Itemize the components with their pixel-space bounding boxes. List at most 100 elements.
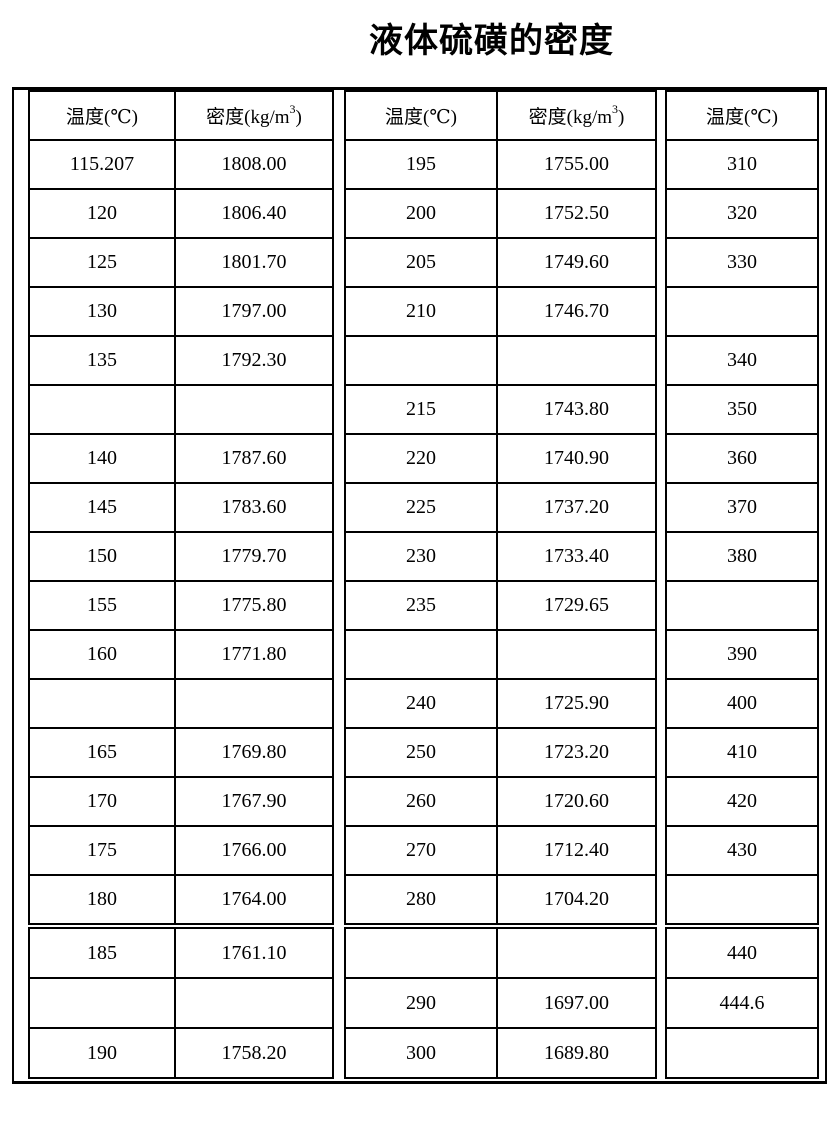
table-cell: 1733.40 [496, 531, 657, 582]
table-cell: 190 [28, 1027, 176, 1079]
table-cell: 1758.20 [174, 1027, 334, 1079]
column-header-temperature: 温度(℃) [28, 90, 176, 141]
table-cell: 165 [28, 727, 176, 778]
table-row: 350 [665, 384, 819, 435]
density-header-label: 密度(kg/m [528, 107, 613, 128]
density-header-close-paren: ) [295, 107, 302, 128]
header-row: 温度(℃) 密度(kg/m3) [344, 90, 657, 141]
table-cell: 235 [344, 580, 498, 631]
table-row: 235 1729.65 [344, 580, 657, 631]
table-cell: 1787.60 [174, 433, 334, 484]
table-row: 250 1723.20 [344, 727, 657, 778]
table-cell: 1801.70 [174, 237, 334, 288]
table-cell [496, 335, 657, 386]
table-row: 185 1761.10 [28, 927, 334, 979]
column-group-1: 温度(℃) 密度(kg/m3) 115.207 1808.00 120 1806.40 12… [28, 90, 334, 1079]
table-row: 165 1769.80 [28, 727, 334, 778]
table-cell: 215 [344, 384, 498, 435]
table-cell: 155 [28, 580, 176, 631]
data-table-upper: 温度(℃) 密度(kg/m3) 195 1755.00 200 1752.50 205 174… [344, 90, 657, 925]
table-column-groups: 温度(℃) 密度(kg/m3) 115.207 1808.00 120 1806.40 12… [28, 90, 819, 1079]
table-row: 195 1755.00 [344, 139, 657, 190]
header-row: 温度(℃) [665, 90, 819, 141]
table-row [344, 335, 657, 386]
table-cell [665, 874, 819, 925]
table-cell: 1729.65 [496, 580, 657, 631]
column-group-3: 温度(℃) 310 320 330 340 350 360 370 380 390 400 410 42… [665, 90, 819, 1079]
table-row: 180 1764.00 [28, 874, 334, 925]
table-row [28, 977, 334, 1029]
table-row: 150 1779.70 [28, 531, 334, 582]
table-cell [28, 678, 176, 729]
table-cell [344, 927, 498, 979]
table-row: 175 1766.00 [28, 825, 334, 876]
table-cell: 1720.60 [496, 776, 657, 827]
table-row: 390 [665, 629, 819, 680]
table-cell: 280 [344, 874, 498, 925]
table-cell: 195 [344, 139, 498, 190]
table-cell: 1761.10 [174, 927, 334, 979]
column-header-temperature: 温度(℃) [344, 90, 498, 141]
temperature-header-label: 温度(℃) [385, 107, 457, 128]
table-row [665, 286, 819, 337]
table-row: 370 [665, 482, 819, 533]
table-cell: 350 [665, 384, 819, 435]
table-cell: 340 [665, 335, 819, 386]
table-row [344, 629, 657, 680]
table-row: 210 1746.70 [344, 286, 657, 337]
table-cell: 125 [28, 237, 176, 288]
table-cell: 1806.40 [174, 188, 334, 239]
table-row: 444.6 [665, 977, 819, 1029]
table-row: 120 1806.40 [28, 188, 334, 239]
table-cell: 1792.30 [174, 335, 334, 386]
table-cell: 430 [665, 825, 819, 876]
column-header-density: 密度(kg/m3) [496, 90, 657, 141]
table-cell: 205 [344, 237, 498, 288]
column-header-temperature: 温度(℃) [665, 90, 819, 141]
table-cell: 1749.60 [496, 237, 657, 288]
table-row: 360 [665, 433, 819, 484]
table-cell [344, 629, 498, 680]
density-header-superscript: 3 [612, 101, 619, 116]
table-cell [174, 977, 334, 1029]
table-row: 270 1712.40 [344, 825, 657, 876]
table-cell: 1723.20 [496, 727, 657, 778]
table-cell [496, 629, 657, 680]
table-cell: 1755.00 [496, 139, 657, 190]
temperature-header-label: 温度(℃) [66, 107, 138, 128]
table-cell: 170 [28, 776, 176, 827]
table-cell: 1779.70 [174, 531, 334, 582]
density-table-frame: 温度(℃) 密度(kg/m3) 115.207 1808.00 120 1806.40 12… [12, 87, 827, 1084]
table-cell: 1764.00 [174, 874, 334, 925]
table-cell [496, 927, 657, 979]
table-row: 440 [665, 927, 819, 979]
table-cell: 1752.50 [496, 188, 657, 239]
data-table-upper: 温度(℃) 310 320 330 340 350 360 370 380 390 400 410 42… [665, 90, 819, 925]
table-cell: 210 [344, 286, 498, 337]
table-row: 205 1749.60 [344, 237, 657, 288]
table-cell: 1712.40 [496, 825, 657, 876]
density-header-superscript: 3 [289, 101, 296, 116]
table-cell: 1725.90 [496, 678, 657, 729]
table-cell: 1775.80 [174, 580, 334, 631]
table-row: 155 1775.80 [28, 580, 334, 631]
table-cell: 380 [665, 531, 819, 582]
table-cell: 320 [665, 188, 819, 239]
table-cell: 180 [28, 874, 176, 925]
table-row: 200 1752.50 [344, 188, 657, 239]
table-cell: 130 [28, 286, 176, 337]
table-row: 420 [665, 776, 819, 827]
table-row: 135 1792.30 [28, 335, 334, 386]
table-cell: 200 [344, 188, 498, 239]
table-cell: 1689.80 [496, 1027, 657, 1079]
table-row: 125 1801.70 [28, 237, 334, 288]
table-cell: 185 [28, 927, 176, 979]
table-cell: 160 [28, 629, 176, 680]
data-table-lower: 440 444.6 [665, 927, 819, 1079]
table-cell: 140 [28, 433, 176, 484]
table-row: 145 1783.60 [28, 482, 334, 533]
table-row [344, 927, 657, 979]
table-row: 410 [665, 727, 819, 778]
table-row: 430 [665, 825, 819, 876]
density-header-close-paren: ) [618, 107, 625, 128]
